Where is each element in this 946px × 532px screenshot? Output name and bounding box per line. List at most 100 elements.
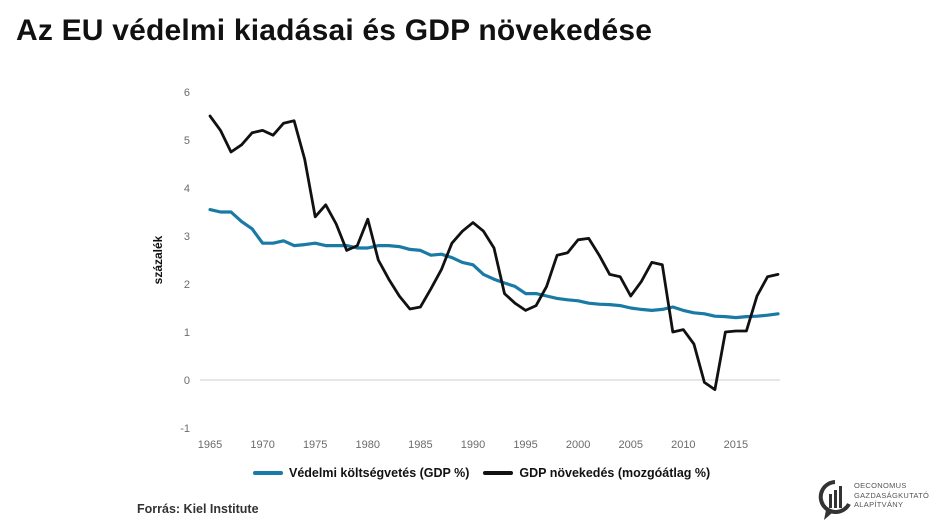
gdp-point (419, 306, 422, 308)
chart-legend: Védelmi költségvetés (GDP %) GDP növeked… (253, 466, 718, 480)
gdp-point (777, 273, 779, 276)
source-note: Forrás: Kiel Institute (137, 502, 259, 516)
gdp-point (661, 264, 664, 266)
defense-point (545, 295, 548, 297)
defense-point (282, 240, 285, 242)
x-tick-label: 1965 (198, 439, 222, 451)
y-axis-label: százalék (151, 235, 165, 284)
defense-point (703, 313, 706, 315)
defense-point (682, 309, 685, 312)
legend-swatch-defense (253, 471, 283, 475)
legend-label-gdp: GDP növekedés (mozgóátlag %) (519, 466, 711, 480)
defense-point (451, 256, 453, 259)
gdp-point (756, 295, 758, 297)
y-tick-label: 4 (184, 183, 190, 195)
gdp-point (566, 252, 569, 254)
defense-point (293, 244, 295, 247)
y-tick-label: 2 (184, 279, 190, 291)
gdp-point (293, 120, 295, 122)
gdp-point (693, 343, 695, 345)
logo-line-2: GAZDASÁGKUTATÓ (854, 490, 930, 500)
defense-point (514, 285, 516, 288)
defense-point (661, 308, 664, 311)
defense-point (356, 247, 359, 249)
chart-title: Az EU védelmi kiadásai és GDP növekedése (16, 14, 653, 47)
y-tick-label: 3 (184, 231, 190, 243)
defense-point (240, 220, 243, 223)
gdp-point (261, 129, 264, 132)
gdp-point (219, 129, 222, 132)
x-tick-label: 1970 (250, 439, 274, 451)
defense-point (335, 244, 338, 247)
defense-point (735, 316, 737, 319)
series-line-gdp (208, 114, 780, 392)
defense-point (598, 303, 600, 306)
logo-text: OECONOMUS GAZDASÁGKUTATÓ ALAPÍTVÁNY (854, 481, 929, 510)
gdp-point (682, 328, 685, 331)
gdp-point (314, 216, 317, 218)
gdp-point (398, 295, 401, 297)
gdp-point (535, 304, 537, 307)
defense-point (230, 211, 232, 213)
defense-point (209, 208, 211, 211)
defense-point (398, 245, 401, 248)
defense-point (388, 244, 390, 247)
defense-point (756, 315, 758, 318)
gdp-point (714, 388, 716, 391)
gdp-point (272, 134, 274, 136)
gdp-point (230, 151, 232, 153)
gdp-point (524, 309, 527, 312)
defense-point (367, 247, 369, 249)
gdp-point (745, 330, 748, 332)
y-tick-label: -1 (180, 423, 190, 435)
gdp-point (503, 292, 506, 295)
gdp-point (240, 144, 243, 146)
defense-point (503, 282, 506, 284)
gdp-point (493, 247, 495, 249)
x-tick-label: 1975 (303, 439, 327, 451)
legend-item-defense: Védelmi költségvetés (GDP %) (253, 466, 469, 480)
gdp-point (303, 158, 306, 160)
logo-line-3: ALAPÍTVÁNY (854, 500, 904, 509)
gdp-point (545, 285, 548, 288)
gdp-point (766, 276, 769, 278)
gdp-point (577, 239, 579, 241)
gdp-point (556, 254, 558, 256)
gdp-point (703, 381, 706, 384)
defense-point (430, 254, 432, 256)
gdp-point (440, 268, 443, 271)
gdp-point (651, 261, 653, 264)
gdp-point (345, 249, 348, 252)
defense-point (587, 302, 590, 305)
defense-point (377, 244, 380, 247)
defense-point (409, 248, 411, 251)
defense-point (714, 315, 716, 318)
gdp-point (209, 115, 211, 117)
x-tick-label: 1980 (356, 439, 380, 451)
gdp-point (598, 254, 600, 256)
defense-point (566, 299, 569, 301)
gdp-point (356, 244, 359, 247)
defense-point (472, 264, 474, 266)
logo-icon (818, 480, 851, 520)
gdp-point (377, 259, 380, 261)
defense-point (777, 313, 779, 315)
defense-point (766, 314, 769, 317)
gdp-point (251, 132, 253, 134)
defense-point (524, 292, 527, 295)
defense-point (619, 304, 621, 307)
y-tick-label: 0 (184, 375, 190, 387)
y-tick-label: 1 (184, 327, 190, 339)
gdp-point (324, 204, 327, 206)
defense-point (261, 242, 264, 244)
defense-point (640, 308, 643, 311)
defense-point (324, 244, 327, 247)
oeconomus-logo: OECONOMUS GAZDASÁGKUTATÓ ALAPÍTVÁNY (818, 478, 929, 522)
gdp-point (514, 302, 516, 305)
defense-point (556, 297, 558, 300)
defense-point (577, 300, 579, 302)
gdp-point (388, 278, 390, 281)
defense-point (672, 306, 674, 308)
gdp-point (629, 295, 632, 297)
